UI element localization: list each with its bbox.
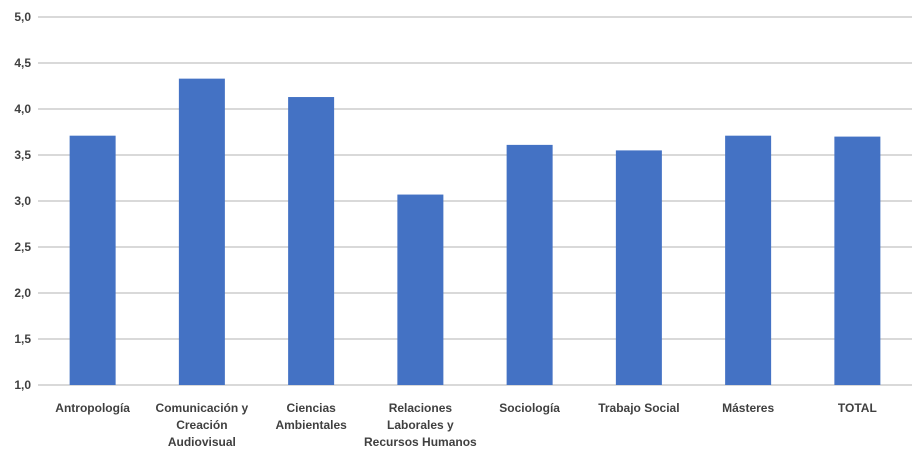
bar — [397, 194, 444, 385]
x-category-label: Antropología — [55, 401, 130, 415]
bars — [69, 78, 881, 385]
bar — [615, 150, 662, 385]
y-tick-label: 3,5 — [14, 148, 31, 162]
bar — [288, 97, 335, 385]
x-axis-category-labels: Antropología Comunicación y Creación Audiov… — [55, 401, 877, 449]
bar — [178, 78, 225, 385]
x-category-label: Ciencias Ambientales — [275, 401, 347, 432]
x-category-label: Sociología — [499, 401, 560, 415]
x-category-label: Trabajo Social — [598, 401, 679, 415]
y-tick-label: 4,0 — [14, 102, 31, 116]
bar — [725, 135, 772, 385]
y-tick-label: 3,0 — [14, 194, 31, 208]
y-tick-label: 2,0 — [14, 286, 31, 300]
x-category-label: Másteres — [722, 401, 774, 415]
y-tick-label: 1,0 — [14, 378, 31, 392]
y-tick-label: 1,5 — [14, 332, 31, 346]
y-tick-label: 5,0 — [14, 10, 31, 24]
y-tick-label: 4,5 — [14, 56, 31, 70]
bar — [506, 144, 553, 385]
bar — [69, 135, 116, 385]
y-axis-tick-labels: 1,0 1,5 2,0 2,5 3,0 3,5 4,0 4,5 5,0 — [14, 10, 31, 392]
x-category-label: Relaciones Laborales y Recursos Humanos — [364, 401, 477, 449]
bar — [834, 136, 881, 385]
gridlines — [38, 16, 912, 386]
x-category-label: Comunicación y Creación Audiovisual — [156, 401, 249, 449]
y-tick-label: 2,5 — [14, 240, 31, 254]
x-category-label: TOTAL — [838, 401, 877, 415]
